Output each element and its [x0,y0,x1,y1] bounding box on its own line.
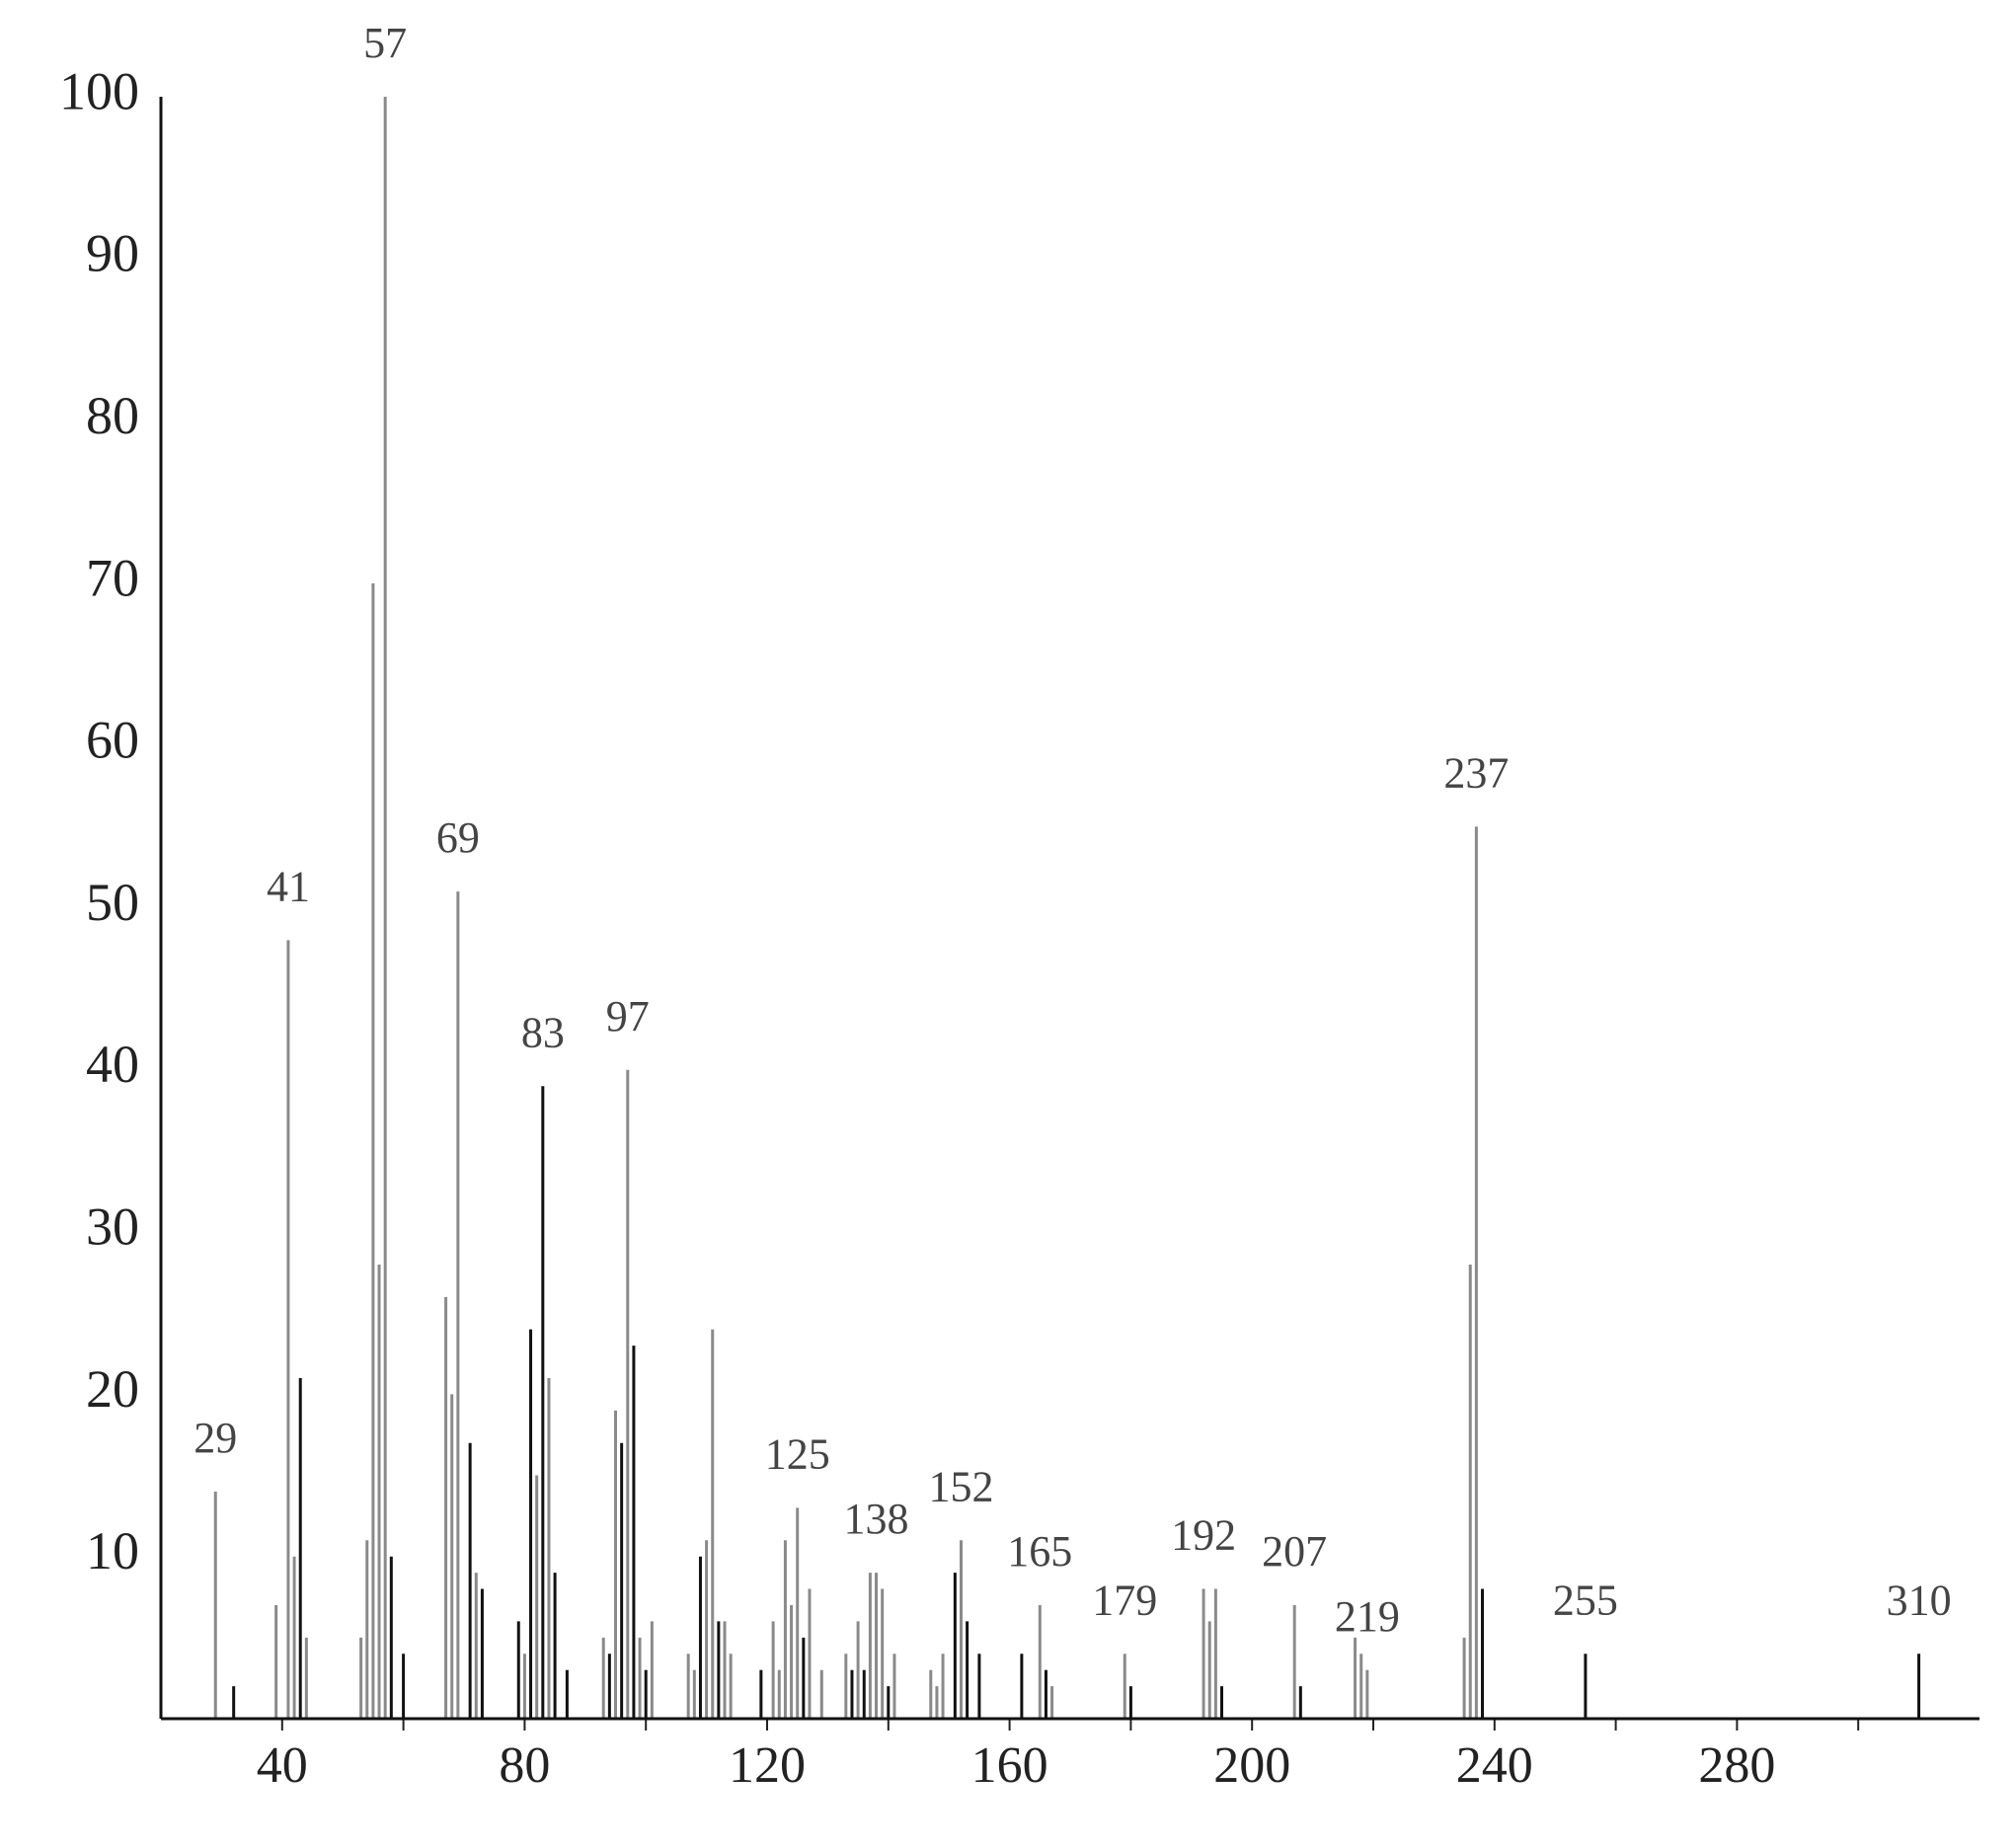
peak-label: 41 [267,862,310,910]
x-tick-label: 280 [1698,1737,1775,1794]
peak-label: 83 [521,1008,565,1056]
y-tick-label: 80 [86,386,139,445]
peak-label: 125 [765,1430,830,1479]
peak-label: 255 [1553,1576,1618,1624]
peak-label: 152 [928,1462,993,1510]
peak-label: 97 [606,992,650,1040]
x-tick-label: 40 [257,1737,308,1794]
peak-label: 219 [1335,1592,1400,1641]
x-tick-label: 80 [499,1737,550,1794]
peak-label: 310 [1887,1576,1952,1624]
y-tick-label: 40 [86,1035,139,1094]
y-tick-label: 90 [86,224,139,283]
x-tick-label: 200 [1213,1737,1290,1794]
peak-label: 207 [1262,1527,1327,1576]
y-tick-label: 50 [86,873,139,932]
peak-label: 138 [844,1495,909,1543]
peak-label: 192 [1171,1511,1236,1560]
y-tick-label: 30 [86,1196,139,1256]
y-tick-label: 20 [86,1359,139,1419]
peak-label: 69 [436,813,480,862]
peak-label: 165 [1007,1527,1072,1576]
peak-label: 179 [1092,1576,1157,1624]
y-tick-label: 60 [86,711,139,770]
x-tick-label: 160 [971,1737,1048,1794]
y-tick-label: 10 [86,1521,139,1580]
x-tick-label: 240 [1456,1737,1533,1794]
peak-label: 237 [1443,748,1509,797]
peak-label: 29 [194,1414,237,1462]
y-tick-label: 70 [86,548,139,607]
y-tick-label: 100 [59,61,139,120]
x-tick-label: 120 [729,1737,806,1794]
peak-label: 57 [363,19,407,67]
